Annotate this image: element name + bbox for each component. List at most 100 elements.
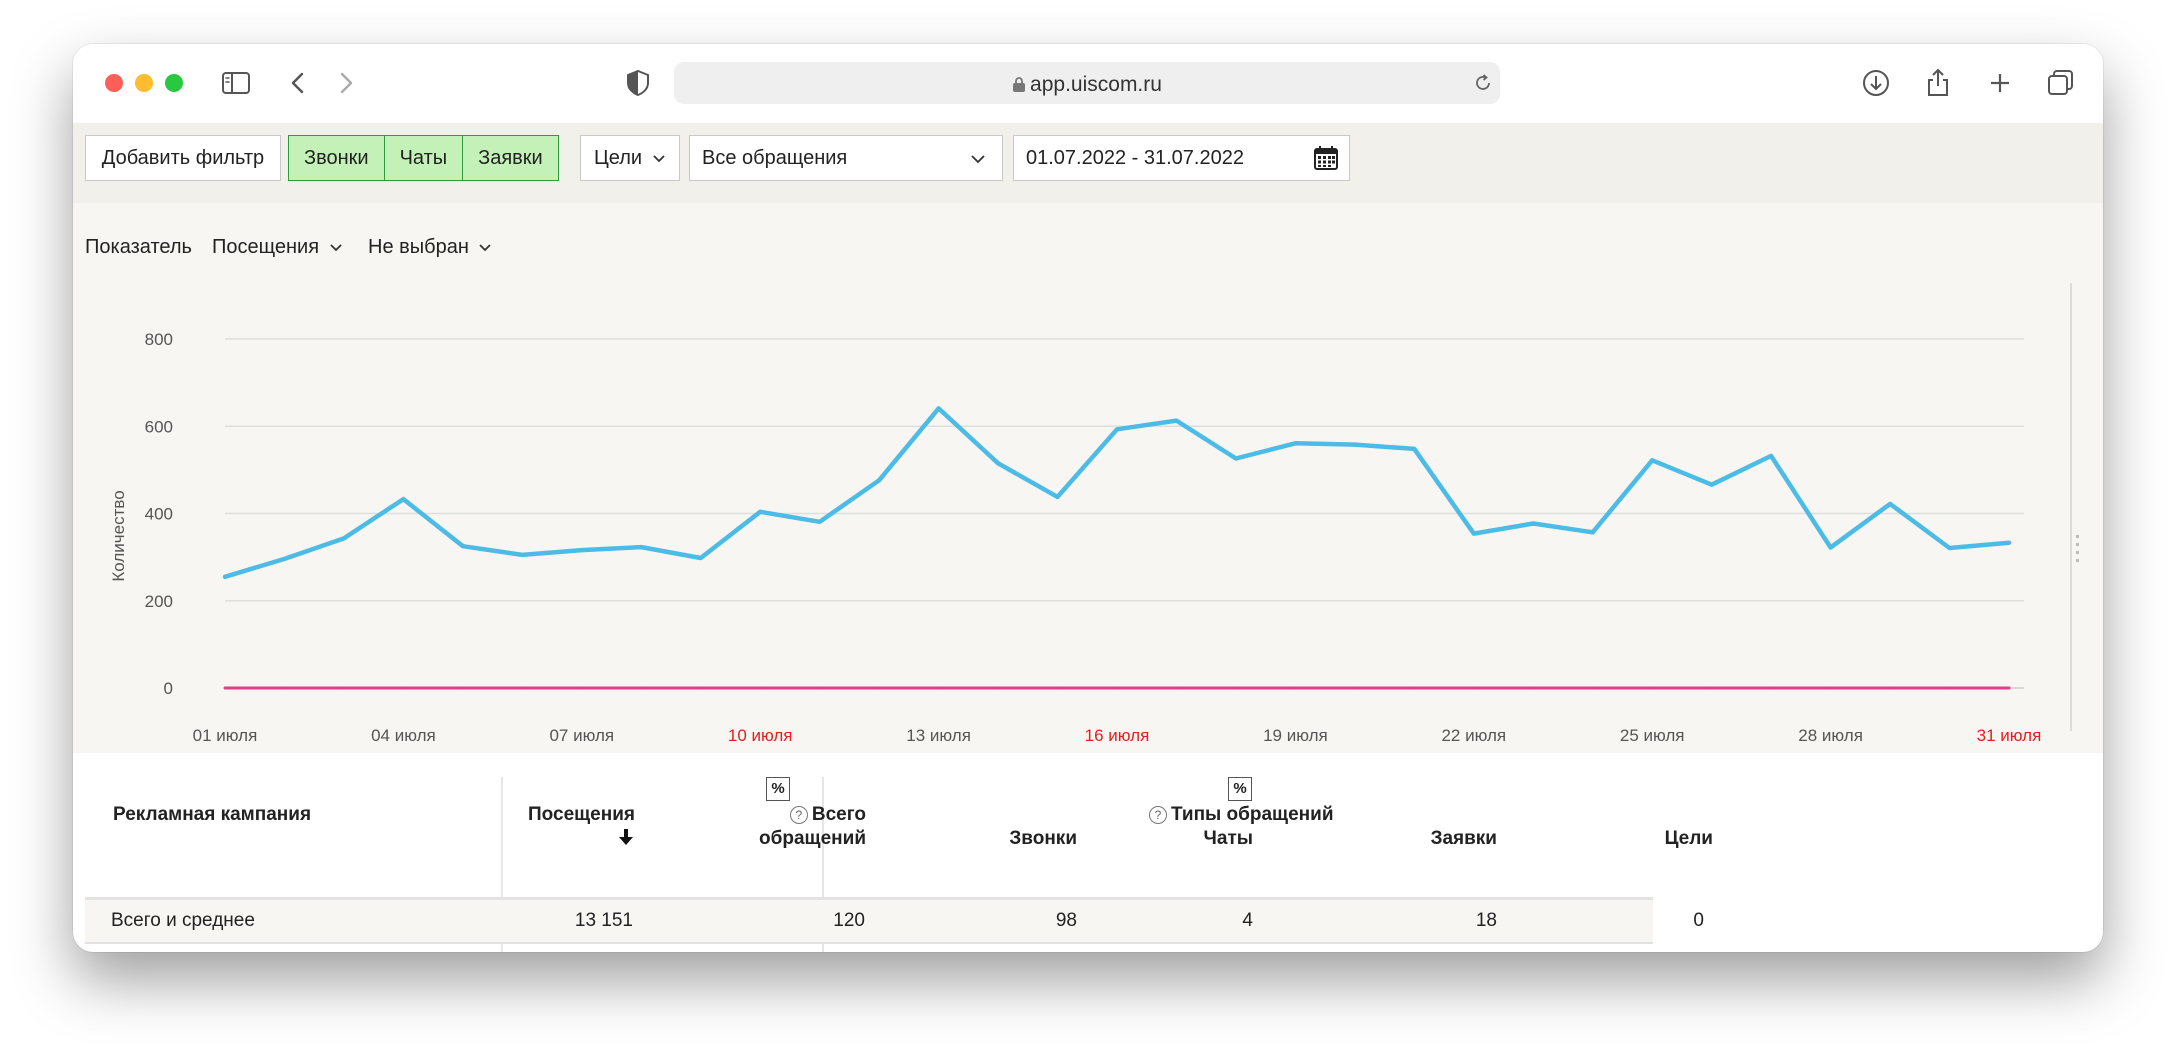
- segment-requests[interactable]: Заявки: [478, 147, 543, 169]
- header-chats[interactable]: Чаты: [1203, 828, 1253, 849]
- data-point[interactable]: [1829, 546, 1833, 550]
- forward-arrow-icon[interactable]: [329, 66, 363, 100]
- header-goals[interactable]: Цели: [1664, 828, 1713, 849]
- data-point[interactable]: [1353, 686, 1357, 690]
- data-point[interactable]: [401, 497, 405, 501]
- data-point[interactable]: [461, 544, 465, 548]
- date-range-picker[interactable]: 01.07.2022 - 31.07.2022: [1013, 135, 1350, 181]
- data-point[interactable]: [1531, 522, 1535, 526]
- tab-overview-icon[interactable]: [2044, 66, 2078, 100]
- header-campaign[interactable]: Рекламная кампания: [113, 804, 312, 825]
- data-point[interactable]: [223, 686, 227, 690]
- data-point[interactable]: [1472, 686, 1476, 690]
- data-point[interactable]: [1174, 419, 1178, 423]
- data-point[interactable]: [1710, 483, 1714, 487]
- data-point[interactable]: [1769, 454, 1773, 458]
- table-row-total[interactable]: [85, 900, 1653, 943]
- help-icon[interactable]: ?: [789, 806, 808, 824]
- data-point[interactable]: [699, 686, 703, 690]
- data-point[interactable]: [937, 686, 941, 690]
- data-point[interactable]: [1412, 447, 1416, 451]
- data-point[interactable]: [1472, 532, 1476, 536]
- download-icon[interactable]: [1859, 66, 1893, 100]
- data-point[interactable]: [2007, 541, 2011, 545]
- data-point[interactable]: [282, 686, 286, 690]
- data-point[interactable]: [877, 686, 881, 690]
- series-line-0[interactable]: [222, 406, 2012, 580]
- data-point[interactable]: [758, 686, 762, 690]
- minimize-window-button[interactable]: [135, 74, 153, 92]
- header-calls[interactable]: Звонки: [1009, 828, 1077, 849]
- data-point[interactable]: [1234, 686, 1238, 690]
- sort-desc-arrow-icon[interactable]: [618, 828, 634, 846]
- data-point[interactable]: [1293, 441, 1297, 445]
- add-filter-button[interactable]: Добавить фильтр: [85, 135, 281, 181]
- data-point[interactable]: [342, 536, 346, 540]
- data-point[interactable]: [342, 686, 346, 690]
- data-point[interactable]: [1829, 686, 1833, 690]
- data-point[interactable]: [1650, 458, 1654, 462]
- data-point[interactable]: [639, 686, 643, 690]
- data-point[interactable]: [282, 557, 286, 561]
- zoom-window-button[interactable]: [165, 74, 183, 92]
- header-total-requests[interactable]: ? Всего: [718, 804, 866, 826]
- reload-icon[interactable]: [1472, 72, 1494, 94]
- percent-toggle-total[interactable]: %: [766, 777, 790, 801]
- data-point[interactable]: [2007, 686, 2011, 690]
- data-point[interactable]: [1115, 427, 1119, 431]
- data-point[interactable]: [758, 510, 762, 514]
- data-point[interactable]: [1115, 686, 1119, 690]
- header-visits[interactable]: Посещения: [528, 804, 635, 825]
- data-point[interactable]: [1888, 502, 1892, 506]
- segment-calls[interactable]: Звонки: [289, 136, 385, 180]
- data-point[interactable]: [1056, 495, 1060, 499]
- data-point[interactable]: [1948, 686, 1952, 690]
- data-point[interactable]: [1591, 530, 1595, 534]
- data-point[interactable]: [1174, 686, 1178, 690]
- help-icon[interactable]: ?: [1149, 806, 1167, 824]
- share-icon[interactable]: [1921, 66, 1955, 100]
- data-point[interactable]: [1650, 686, 1654, 690]
- data-point[interactable]: [580, 548, 584, 552]
- new-tab-icon[interactable]: [1983, 66, 2017, 100]
- data-point[interactable]: [1353, 443, 1357, 447]
- header-requests[interactable]: Заявки: [1430, 828, 1497, 849]
- data-point[interactable]: [580, 686, 584, 690]
- metric-primary-dropdown[interactable]: Посещения: [212, 236, 343, 259]
- data-point[interactable]: [461, 686, 465, 690]
- data-point[interactable]: [1948, 546, 1952, 550]
- data-point[interactable]: [1888, 686, 1892, 690]
- data-point[interactable]: [818, 686, 822, 690]
- data-point[interactable]: [1531, 686, 1535, 690]
- segment-chats[interactable]: Чаты: [385, 136, 464, 180]
- data-point[interactable]: [877, 478, 881, 482]
- privacy-shield-icon[interactable]: [621, 66, 655, 100]
- data-point[interactable]: [1412, 686, 1416, 690]
- data-point[interactable]: [223, 575, 227, 579]
- data-point[interactable]: [996, 686, 1000, 690]
- data-point[interactable]: [639, 545, 643, 549]
- data-point[interactable]: [937, 406, 941, 410]
- sidebar-toggle-icon[interactable]: [219, 66, 253, 100]
- address-bar[interactable]: app.uiscom.ru: [674, 62, 1500, 104]
- data-point[interactable]: [520, 686, 524, 690]
- data-point[interactable]: [699, 556, 703, 560]
- data-point[interactable]: [1591, 686, 1595, 690]
- data-point[interactable]: [1769, 686, 1773, 690]
- data-point[interactable]: [1056, 686, 1060, 690]
- data-point[interactable]: [818, 520, 822, 524]
- metric-secondary-dropdown[interactable]: Не выбран: [368, 236, 492, 259]
- data-point[interactable]: [1293, 686, 1297, 690]
- goals-dropdown[interactable]: Цели: [580, 135, 680, 181]
- resize-handle-icon[interactable]: [2076, 535, 2079, 562]
- data-point[interactable]: [1710, 686, 1714, 690]
- data-point[interactable]: [996, 461, 1000, 465]
- close-window-button[interactable]: [105, 74, 123, 92]
- calendar-icon[interactable]: [1313, 145, 1339, 171]
- data-point[interactable]: [401, 686, 405, 690]
- percent-toggle-types[interactable]: %: [1228, 777, 1252, 801]
- back-arrow-icon[interactable]: [281, 66, 315, 100]
- data-point[interactable]: [520, 553, 524, 557]
- requests-select[interactable]: Все обращения: [689, 135, 1003, 181]
- data-point[interactable]: [1234, 457, 1238, 461]
